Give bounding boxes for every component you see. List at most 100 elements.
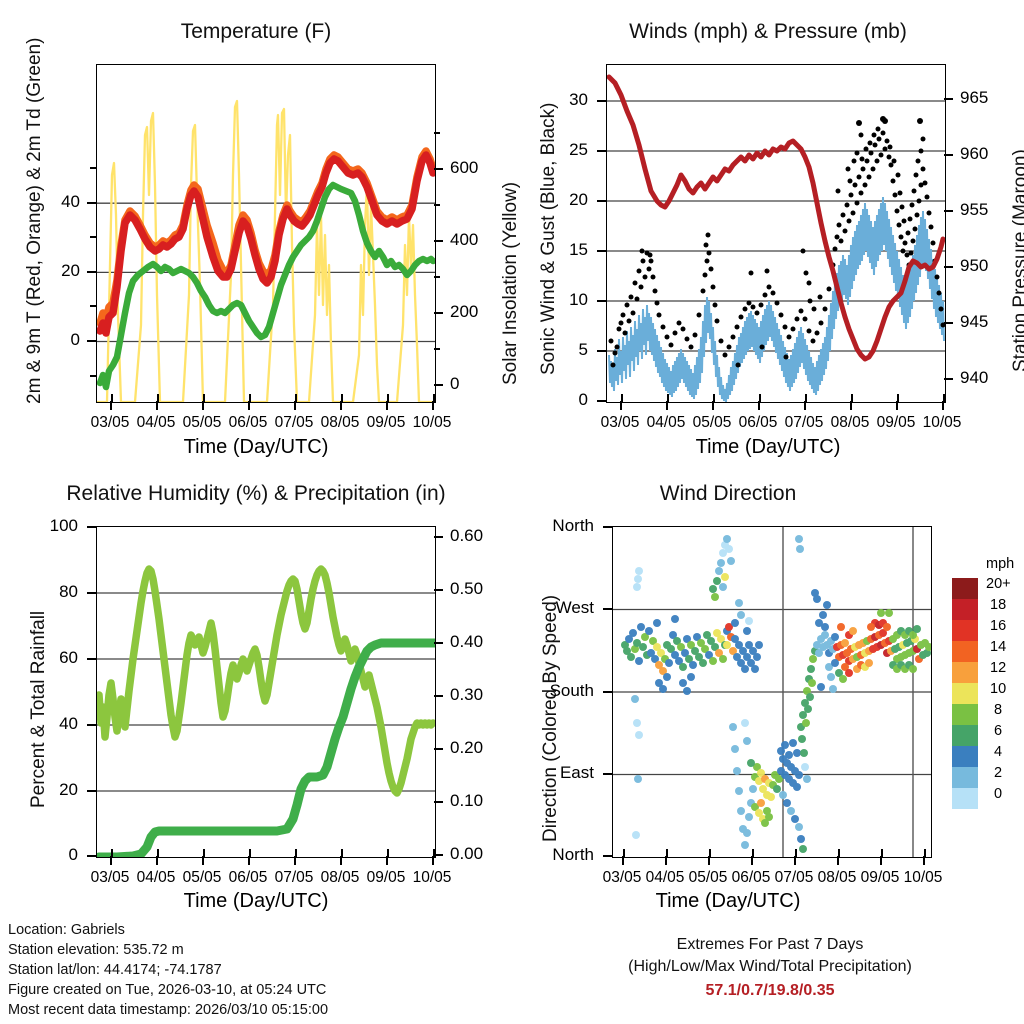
wind-direction-xtick	[837, 856, 839, 865]
colorbar-tick-label: 8	[994, 702, 1003, 718]
humidity-xtick	[340, 856, 342, 865]
wind-direction-xtick-label: 05/05	[688, 869, 728, 886]
winds-ytick-label: 25	[569, 140, 588, 159]
colorbar-swatch	[952, 704, 978, 725]
humidity-ytick	[87, 790, 96, 792]
metadata-figure-created: Figure created on Tue, 2026-03-10, at 05…	[8, 982, 327, 998]
temperature-yaxis-right	[434, 64, 446, 401]
humidity-ytick-label: 100	[49, 516, 78, 535]
winds-ytick	[597, 150, 606, 152]
winds-xtick-top	[713, 394, 715, 402]
winds-xtick-label: 08/05	[830, 414, 870, 431]
temperature-xtick-label: 08/05	[320, 414, 360, 431]
wind-direction-panel-title: Wind Direction	[659, 482, 797, 505]
winds-xtick-label: 09/05	[876, 414, 916, 431]
wind-direction-ytick	[603, 691, 612, 693]
humidity-xtick-label: 09/05	[366, 869, 406, 886]
colorbar-tick-label: 0	[994, 786, 1003, 802]
colorbar-swatch	[952, 788, 978, 809]
colorbar-swatch	[952, 599, 978, 620]
colorbar-swatch	[952, 725, 978, 746]
temperature-2m-trace	[97, 151, 435, 337]
temperature-xtick	[340, 401, 342, 410]
humidity-ytick-right	[434, 854, 443, 856]
colorbar-tick-label: 12	[990, 660, 1007, 676]
wind-direction-yaxis-left	[600, 526, 612, 857]
temperature-ytick-right-minor	[434, 348, 440, 350]
humidity-ytick-label-right: 0.30	[450, 685, 484, 704]
winds-plot-area	[606, 64, 946, 403]
humidity-ytick-label: 80	[59, 582, 78, 601]
humidity-ytick-right	[434, 801, 443, 803]
humidity-xtick-label: 08/05	[320, 869, 360, 886]
humidity-xtick-top	[295, 849, 297, 857]
temperature-xtick-top	[111, 394, 113, 402]
temperature-xtick-top	[341, 394, 343, 402]
wind-direction-xtick-label: 03/05	[602, 869, 642, 886]
winds-ytick	[597, 250, 606, 252]
winds-xaxis	[606, 401, 944, 411]
colorbar-unit-label: mph	[986, 556, 1015, 572]
winds-ytick	[597, 300, 606, 302]
humidity-ytick-right	[434, 642, 443, 644]
temperature-xtick-top	[387, 394, 389, 402]
temperature-xtick-top	[433, 394, 435, 402]
temperature-panel: Temperature (F) 2m & 9m T (Red, Orange) …	[0, 0, 521, 460]
temperature-ytick-label-right: 400	[450, 230, 479, 249]
colorbar-swatch	[952, 683, 978, 704]
wind-direction-ytick-label: East	[559, 763, 594, 782]
colorbar-swatch	[952, 620, 978, 641]
humidity-ytick-label-right: 0.40	[450, 632, 484, 651]
humidity-chart-svg	[97, 565, 435, 857]
wind-direction-xtick-top	[795, 849, 797, 857]
temperature-xtick-label: 05/05	[182, 414, 222, 431]
colorbar-tick-label: 4	[994, 744, 1003, 760]
temperature-ytick-right-minor	[434, 204, 440, 206]
temperature-xtick	[386, 401, 388, 410]
winds-xtick	[804, 401, 806, 410]
colorbar-swatch	[952, 746, 978, 767]
temperature-ytick-label: 20	[61, 261, 80, 280]
temperature-xtick-label: 10/05	[412, 414, 452, 431]
winds-xtick	[758, 401, 760, 410]
winds-panel-title: Winds (mph) & Pressure (mb)	[629, 20, 907, 43]
winds-ytick	[597, 100, 606, 102]
temperature-xtick-top	[295, 394, 297, 402]
temperature-ytick-label-right: 600	[450, 158, 479, 177]
wind-direction-xtick-label: 07/05	[774, 869, 814, 886]
temperature-ylabel-left: 2m & 9m T (Red, Orange) & 2m Td (Green)	[24, 37, 45, 404]
temperature-xtick-top	[249, 394, 251, 402]
humidity-plot-area	[96, 526, 436, 858]
humidity-ytick-label: 60	[59, 648, 78, 667]
sonic-wind-trace	[608, 196, 945, 402]
humidity-xtick-top	[111, 849, 113, 857]
wind-direction-ytick-label: West	[555, 598, 594, 617]
temperature-chart-svg	[97, 99, 435, 402]
temperature-ytick-right	[434, 168, 443, 170]
wind-direction-xtick-top	[623, 849, 625, 857]
humidity-xaxis	[96, 856, 434, 866]
wind-direction-scatter	[621, 535, 931, 853]
temperature-ytick	[87, 340, 96, 342]
temperature-plot-area	[96, 64, 436, 403]
winds-yaxis-right	[944, 64, 956, 401]
temperature-ytick-right	[434, 312, 443, 314]
temperature-xtick-top	[157, 394, 159, 402]
temperature-xtick	[248, 401, 250, 410]
wind-direction-xtick-label: 10/05	[903, 869, 943, 886]
humidity-ytick	[87, 526, 96, 528]
wind-direction-xtick-top	[666, 849, 668, 857]
humidity-xtick-label: 04/05	[136, 869, 176, 886]
temperature-xtick	[110, 401, 112, 410]
winds-ytick-right	[944, 266, 953, 268]
wind-direction-xtick-top	[709, 849, 711, 857]
humidity-panel: Relative Humidity (%) & Precipitation (i…	[0, 460, 512, 920]
winds-ytick-label-right: 955	[960, 200, 989, 219]
humidity-yaxis-left	[84, 526, 96, 857]
winds-xtick	[942, 401, 944, 410]
winds-xtick-top	[667, 394, 669, 402]
colorbar-tick-label: 6	[994, 723, 1003, 739]
winds-ytick-label-right: 940	[960, 368, 989, 387]
winds-ylabel-right: Station Pressure (Maroon)	[1010, 149, 1024, 372]
winds-xtick	[620, 401, 622, 410]
